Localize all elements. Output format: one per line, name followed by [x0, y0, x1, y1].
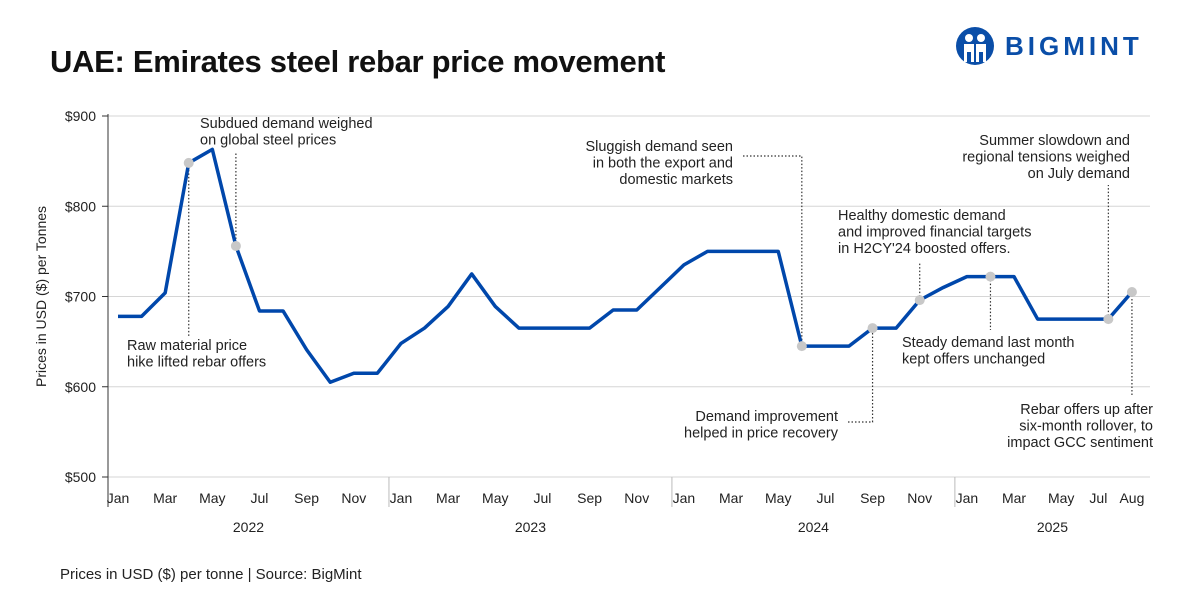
price-line	[118, 147, 1134, 384]
bigmint-logo: BIGMINT	[955, 26, 1143, 66]
annotation-text: Rebar offers up after	[1020, 402, 1153, 418]
annotation-text: Summer slowdown and	[979, 133, 1130, 149]
source-footer: Prices in USD ($) per tonne | Source: Bi…	[60, 566, 362, 583]
x-tick-label: May	[765, 490, 791, 506]
x-tick-label: Jan	[390, 490, 413, 506]
logo-text: BIGMINT	[1005, 30, 1143, 61]
data-point-marker	[796, 341, 807, 352]
data-point-marker	[914, 295, 925, 306]
annotation-text: Raw material price	[127, 338, 247, 354]
x-tick-label: Jan	[956, 490, 979, 506]
annotation-text: Subdued demand weighed	[200, 116, 373, 132]
annotation-text: on July demand	[1028, 166, 1130, 182]
annotation-text: Healthy domestic demand	[838, 208, 1006, 224]
annotation-text: Steady demand last month	[902, 335, 1075, 351]
x-tick-label: May	[1048, 490, 1074, 506]
logo-icon	[956, 27, 994, 65]
x-tick-label: Mar	[436, 490, 460, 506]
annotation-text: impact GCC sentiment	[1007, 435, 1153, 451]
chart-title: UAE: Emirates steel rebar price movement	[50, 44, 666, 79]
x-tick-label: Jul	[533, 490, 551, 506]
x-tick-label: Nov	[624, 490, 649, 506]
annotation-text: kept offers unchanged	[902, 352, 1045, 368]
data-point-marker	[985, 271, 996, 282]
x-tick-label: Jul	[251, 490, 269, 506]
x-tick-label: Mar	[719, 490, 743, 506]
year-label: 2024	[798, 519, 829, 535]
year-label: 2023	[515, 519, 546, 535]
x-tick-label: May	[199, 490, 225, 506]
year-label: 2025	[1037, 519, 1068, 535]
x-tick-label: Nov	[907, 490, 932, 506]
y-axis-label: Prices in USD ($) per Tonnes	[33, 206, 49, 387]
annotation-leader	[743, 155, 803, 347]
annotation-text: domestic markets	[619, 172, 733, 188]
x-tick-label: Jul	[816, 490, 834, 506]
y-tick-label: $900	[65, 108, 96, 124]
annotation-text: Demand improvement	[695, 409, 838, 425]
annotation-text: hike lifted rebar offers	[127, 355, 266, 371]
annotation-text: six-month rollover, to	[1019, 419, 1153, 435]
x-tick-label: Mar	[153, 490, 177, 506]
x-tick-label: Nov	[341, 490, 366, 506]
x-tick-label: Jan	[673, 490, 696, 506]
y-tick-label: $500	[65, 469, 96, 485]
annotation-text: Sluggish demand seen	[585, 139, 733, 155]
data-point-marker	[230, 240, 241, 251]
x-tick-label: Mar	[1002, 490, 1026, 506]
data-point-marker	[183, 157, 194, 168]
x-tick-label: Sep	[860, 490, 885, 506]
annotation-text: regional tensions weighed	[962, 150, 1130, 166]
x-tick-label: Aug	[1119, 490, 1144, 506]
annotation-leader	[848, 328, 874, 423]
annotation-text: on global steel prices	[200, 133, 336, 149]
data-point-marker	[1126, 286, 1137, 297]
year-label: 2022	[233, 519, 264, 535]
annotation-text: and improved financial targets	[838, 225, 1031, 241]
x-tick-label: Jan	[107, 490, 130, 506]
data-point-marker	[867, 323, 878, 334]
x-tick-label: Sep	[577, 490, 602, 506]
data-point-marker	[1103, 314, 1114, 325]
y-tick-label: $600	[65, 379, 96, 395]
y-tick-label: $800	[65, 198, 96, 214]
x-tick-label: Sep	[294, 490, 319, 506]
annotation-text: helped in price recovery	[684, 426, 839, 442]
annotation-text: in both the export and	[593, 156, 733, 172]
x-tick-label: Jul	[1089, 490, 1107, 506]
annotation-text: in H2CY'24 boosted offers.	[838, 241, 1011, 257]
x-tick-label: May	[482, 490, 508, 506]
y-tick-label: $700	[65, 289, 96, 305]
